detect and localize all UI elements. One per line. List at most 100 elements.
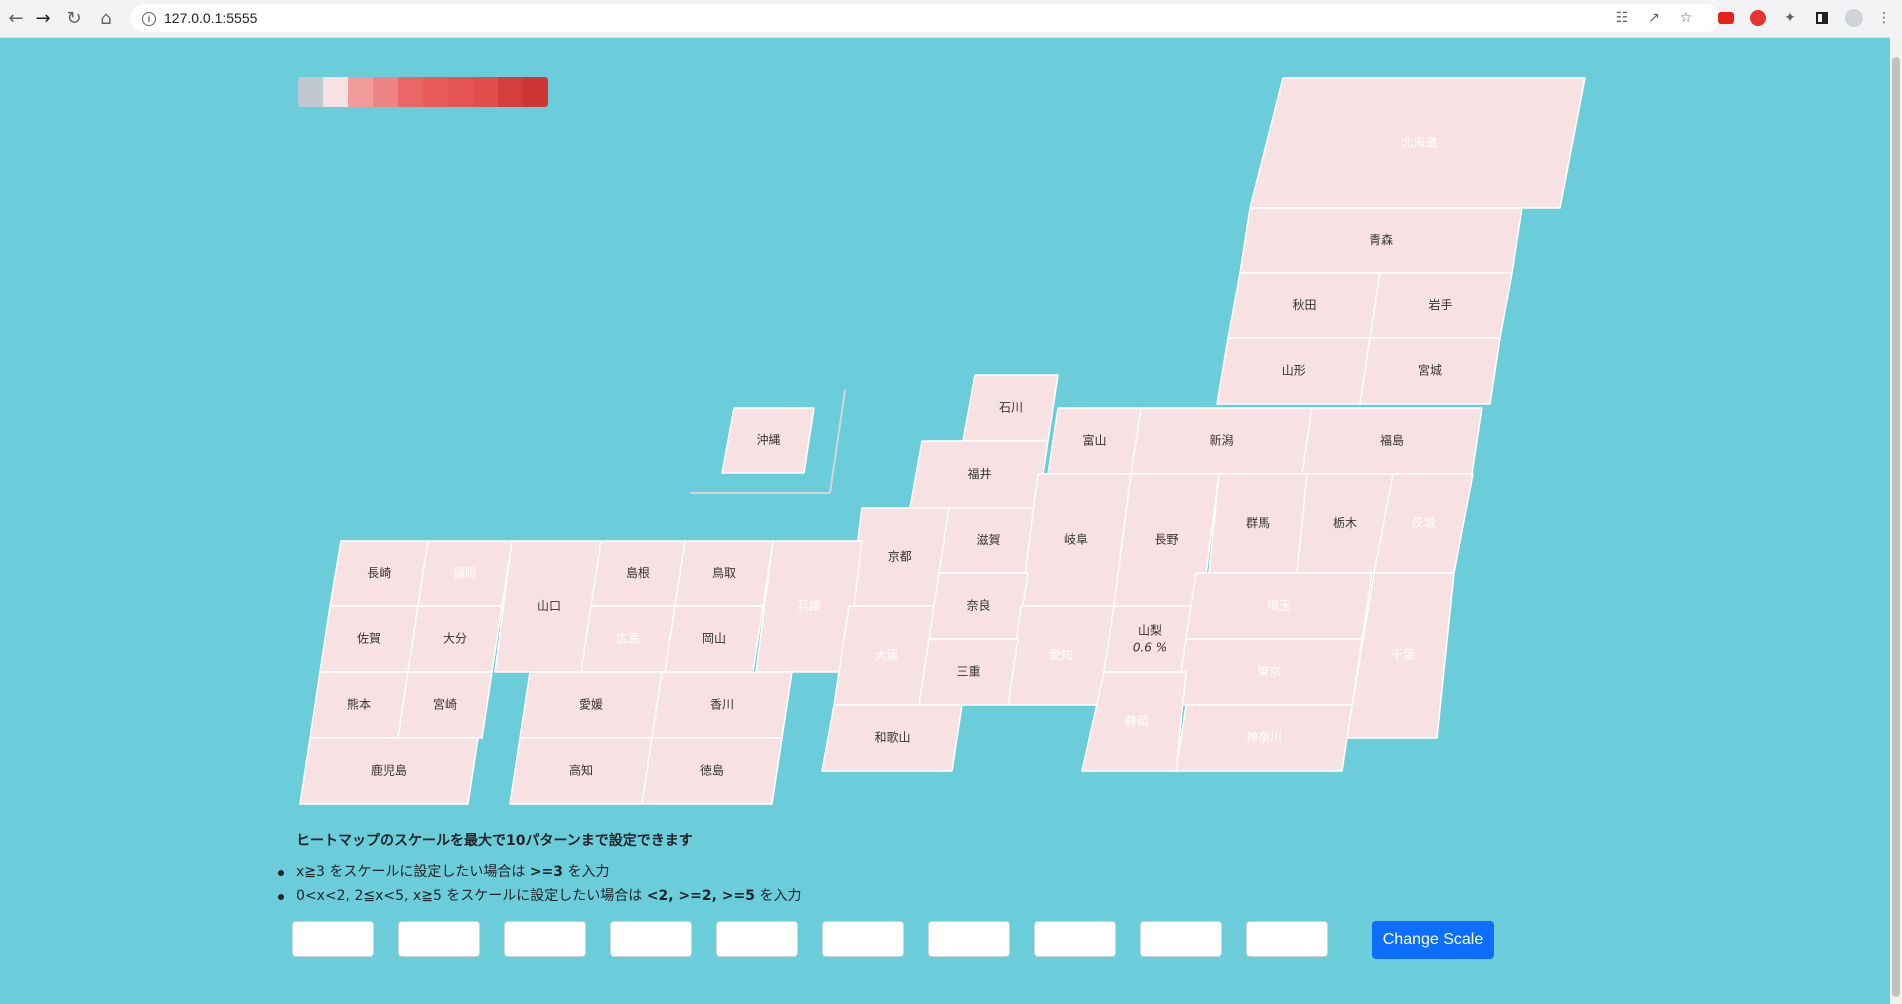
help-item-1-suffix: を入力 <box>563 864 610 880</box>
prefecture-mie[interactable] <box>918 638 1019 706</box>
prefecture-label-tokushima: 徳島 <box>700 763 724 778</box>
scale-input-10[interactable] <box>1246 921 1328 957</box>
prefecture-label-kyoto: 京都 <box>888 550 912 564</box>
prefecture-label-akita: 秋田 <box>1292 298 1316 312</box>
prefecture-label-tottori: 鳥取 <box>712 565 736 580</box>
prefecture-label-nara: 奈良 <box>966 598 990 613</box>
scale-input-5[interactable] <box>716 921 798 957</box>
prefecture-label-shiga: 滋賀 <box>976 533 1000 547</box>
prefecture-okinawa[interactable] <box>721 407 815 474</box>
prefecture-label-miyazaki: 宮崎 <box>433 697 457 712</box>
bookmark-star-icon[interactable]: ☆ <box>1679 10 1693 26</box>
translate-icon[interactable]: ☷ <box>1615 10 1629 26</box>
prefecture-label-wakayama: 和歌山 <box>874 730 910 745</box>
prefecture-label-chiba: 千葉 <box>1391 648 1415 662</box>
prefecture-label-ibaraki: 茨城 <box>1411 516 1435 530</box>
scrollbar-thumb[interactable] <box>1892 57 1900 997</box>
prefecture-label-mie: 三重 <box>956 665 980 679</box>
prefecture-label-kagawa: 香川 <box>710 698 734 712</box>
prefecture-value-yamanashi: 0.6 % <box>1133 641 1167 655</box>
page-scrollbar[interactable] <box>1890 37 1902 1004</box>
prefecture-label-gifu: 岐阜 <box>1064 533 1088 547</box>
legend-swatch-6 <box>423 77 448 107</box>
scale-input-7[interactable] <box>928 921 1010 957</box>
kebab-menu-icon[interactable]: ⋮ <box>1877 10 1891 26</box>
prefecture-label-yamaguchi: 山口 <box>537 599 561 613</box>
profile-avatar-icon[interactable] <box>1844 8 1864 28</box>
home-icon[interactable]: ⌂ <box>100 7 112 29</box>
prefecture-label-osaka: 大阪 <box>875 648 899 662</box>
prefecture-label-fukui: 福井 <box>967 466 991 481</box>
prefecture-label-tochigi: 栃木 <box>1333 516 1357 530</box>
adblock-ext-icon[interactable] <box>1748 8 1768 28</box>
help-item-1: x≧3 をスケールに設定したい場合は >=3 を入力 <box>277 860 801 884</box>
prefecture-miyazaki[interactable] <box>397 671 493 739</box>
url-text[interactable]: 127.0.0.1:5555 <box>164 10 258 26</box>
forward-arrow-icon[interactable]: → <box>35 7 51 29</box>
legend-swatch-10 <box>523 77 548 107</box>
prefecture-label-hokkaido: 北海道 <box>1401 135 1437 150</box>
address-bar[interactable]: i 127.0.0.1:5555 <box>130 4 1720 32</box>
prefecture-tokushima[interactable] <box>641 737 783 805</box>
puzzle-extensions-icon[interactable]: ✦ <box>1784 10 1796 26</box>
site-info-icon[interactable]: i <box>142 12 156 26</box>
prefecture-label-saga: 佐賀 <box>357 632 381 646</box>
prefecture-chiba[interactable] <box>1346 572 1455 739</box>
prefecture-label-shizuoka: 静岡 <box>1125 714 1149 728</box>
scale-input-1[interactable] <box>292 921 374 957</box>
help-item-2-code: <2, >=2, >=5 <box>646 888 756 904</box>
prefecture-label-fukushima: 福島 <box>1380 433 1404 448</box>
prefecture-label-nagasaki: 長崎 <box>367 566 391 580</box>
prefecture-label-hiroshima: 広島 <box>616 631 640 646</box>
back-arrow-icon[interactable]: ← <box>8 7 24 29</box>
prefecture-label-aomori: 青森 <box>1369 232 1393 247</box>
prefecture-kanagawa[interactable] <box>1175 704 1353 772</box>
share-icon[interactable]: ↗ <box>1648 10 1660 26</box>
change-scale-button[interactable]: Change Scale <box>1372 921 1494 959</box>
prefecture-miyagi[interactable] <box>1359 337 1501 405</box>
prefecture-label-kumamoto: 熊本 <box>347 697 371 712</box>
help-item-1-text: x≧3 をスケールに設定したい場合は <box>296 864 530 880</box>
youtube-ext-icon[interactable] <box>1716 8 1736 28</box>
scale-input-4[interactable] <box>610 921 692 957</box>
scale-input-6[interactable] <box>822 921 904 957</box>
help-item-2-suffix: を入力 <box>755 888 802 904</box>
help-item-2-text: 0<x<2, 2≦x<5, x≧5 をスケールに設定したい場合は <box>296 888 647 904</box>
page-content: 北海道青森秋田 岩手山形 宮城石川富山 新潟 福島 沖縄福井京都 滋賀 岐阜 長野 群馬 栃木 茨城長… <box>0 38 1890 1004</box>
prefecture-label-gunma: 群馬 <box>1246 516 1270 530</box>
prefecture-label-nagano: 長野 <box>1154 533 1178 547</box>
sidepanel-icon[interactable] <box>1812 8 1832 28</box>
prefecture-label-tokyo: 東京 <box>1257 665 1281 679</box>
scale-input-3[interactable] <box>504 921 586 957</box>
prefecture-label-toyama: 富山 <box>1082 433 1106 448</box>
prefecture-label-yamanashi: 山梨 <box>1138 624 1162 638</box>
prefecture-label-yamagata: 山形 <box>1282 364 1306 378</box>
prefecture-label-okinawa: 沖縄 <box>756 432 780 447</box>
scale-help: ヒートマップのスケールを最大で10パターンまで設定できます x≧3 をスケールに… <box>277 830 802 908</box>
prefecture-label-fukuoka: 福岡 <box>453 565 477 580</box>
prefecture-label-okayama: 岡山 <box>702 632 726 646</box>
prefecture-label-iwate: 岩手 <box>1428 297 1452 312</box>
reload-icon[interactable]: ↻ <box>66 7 82 29</box>
legend-swatch-8 <box>473 77 498 107</box>
prefecture-label-ehime: 愛媛 <box>579 698 603 712</box>
prefecture-label-niigata: 新潟 <box>1209 433 1233 448</box>
prefecture-label-kochi: 高知 <box>569 763 593 778</box>
scale-input-2[interactable] <box>398 921 480 957</box>
prefecture-wakayama[interactable] <box>821 704 963 772</box>
legend-swatch-2 <box>323 77 348 107</box>
prefecture-hokkaido[interactable] <box>1249 77 1586 209</box>
prefecture-label-ishikawa: 石川 <box>999 401 1023 415</box>
legend-swatch-5 <box>398 77 423 107</box>
prefecture-kagoshima[interactable] <box>299 737 479 805</box>
help-item-2: 0<x<2, 2≦x<5, x≧5 をスケールに設定したい場合は <2, >=2… <box>277 884 802 908</box>
okinawa-separator-line <box>829 389 846 494</box>
legend-swatch-3 <box>348 77 373 107</box>
scale-input-9[interactable] <box>1140 921 1222 957</box>
scale-input-8[interactable] <box>1034 921 1116 957</box>
prefecture-label-hyogo: 兵庫 <box>797 599 821 613</box>
prefecture-label-miyagi: 宮城 <box>1418 363 1442 378</box>
help-item-1-code: >=3 <box>529 864 564 880</box>
prefecture-label-kagoshima: 鹿児島 <box>371 763 407 778</box>
